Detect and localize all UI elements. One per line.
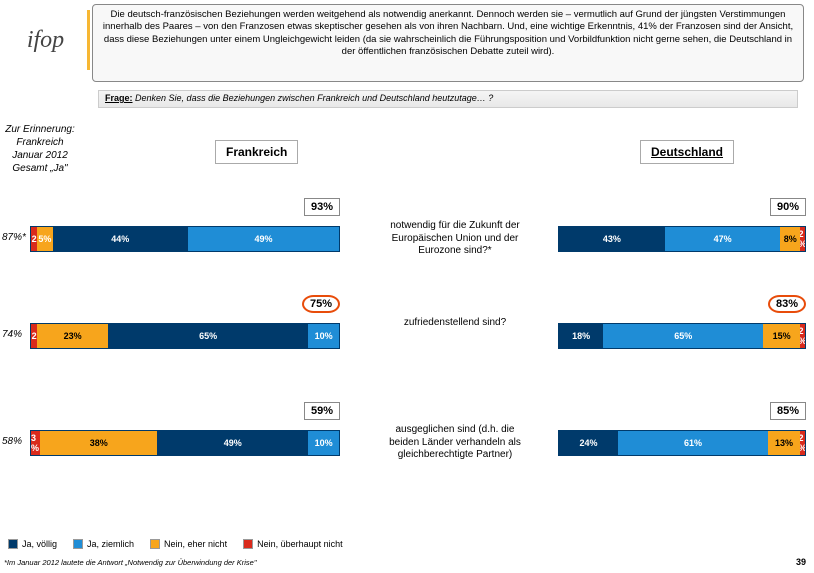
bar-segment: 18% bbox=[559, 324, 603, 348]
legend-label: Ja, ziemlich bbox=[87, 539, 134, 549]
bar-segment: 15% bbox=[763, 324, 800, 348]
question-bar: Frage: Denken Sie, dass die Beziehungen … bbox=[98, 90, 798, 108]
fr-bar: 3 %38%49%10% bbox=[30, 430, 340, 456]
reminder-pct: 87%* bbox=[2, 232, 26, 243]
country-label-fr: Frankreich bbox=[215, 140, 298, 164]
bar-segment: 44% bbox=[53, 227, 189, 251]
legend-item: Nein, überhaupt nicht bbox=[243, 539, 343, 549]
bar-segment: 61% bbox=[618, 431, 768, 455]
de-bar: 24%61%13%2 % bbox=[558, 430, 806, 456]
fr-total-pct: 59% bbox=[304, 402, 340, 420]
legend-label: Nein, überhaupt nicht bbox=[257, 539, 343, 549]
legend-swatch bbox=[243, 539, 253, 549]
fr-bar: 25%44%49% bbox=[30, 226, 340, 252]
question-label: Frage: bbox=[105, 93, 133, 103]
de-total-pct: 85% bbox=[770, 402, 806, 420]
bar-segment: 10% bbox=[308, 431, 339, 455]
bar-segment: 2 % bbox=[800, 431, 805, 455]
bar-segment: 49% bbox=[188, 227, 339, 251]
reminder-pct: 58% bbox=[2, 436, 22, 447]
de-total-pct: 90% bbox=[770, 198, 806, 216]
legend-label: Ja, völlig bbox=[22, 539, 57, 549]
fr-bar: 223%65%10% bbox=[30, 323, 340, 349]
legend-swatch bbox=[73, 539, 83, 549]
bar-segment: 24% bbox=[559, 431, 618, 455]
question-text: Denken Sie, dass die Beziehungen zwische… bbox=[135, 93, 493, 103]
bar-segment: 47% bbox=[665, 227, 781, 251]
bar-segment: 65% bbox=[108, 324, 308, 348]
legend-swatch bbox=[8, 539, 18, 549]
legend-label: Nein, eher nicht bbox=[164, 539, 227, 549]
row-question-label: zufriedenstellend sind? bbox=[380, 317, 530, 330]
legend-item: Nein, eher nicht bbox=[150, 539, 227, 549]
reminder-pct: 74% bbox=[2, 329, 22, 340]
bar-segment: 2 % bbox=[800, 324, 805, 348]
de-bar: 43%47%8%2 % bbox=[558, 226, 806, 252]
bar-segment: 2 % bbox=[800, 227, 805, 251]
page-number: 39 bbox=[796, 557, 806, 567]
bar-segment: 13% bbox=[768, 431, 800, 455]
de-total-pct: 83% bbox=[768, 295, 806, 313]
bar-segment: 5% bbox=[37, 227, 52, 251]
bar-segment: 65% bbox=[603, 324, 763, 348]
bar-segment: 3 % bbox=[31, 431, 40, 455]
row-question-label: notwendig für die Zukunft der Europäisch… bbox=[380, 220, 530, 258]
de-bar: 18%65%15%2 % bbox=[558, 323, 806, 349]
legend: Ja, völlig Ja, ziemlich Nein, eher nicht Ne… bbox=[8, 539, 343, 549]
bar-segment: 8% bbox=[780, 227, 800, 251]
reminder-note: Zur Erinnerung:FrankreichJanuar 2012Gesa… bbox=[0, 123, 80, 175]
bar-segment: 49% bbox=[157, 431, 308, 455]
footnote: *Im Januar 2012 lautete die Antwort „Not… bbox=[4, 558, 257, 567]
bar-segment: 23% bbox=[37, 324, 108, 348]
bar-segment: 10% bbox=[308, 324, 339, 348]
bar-segment: 43% bbox=[559, 227, 665, 251]
legend-item: Ja, ziemlich bbox=[73, 539, 134, 549]
logo: ifop bbox=[4, 10, 90, 70]
legend-swatch bbox=[150, 539, 160, 549]
fr-total-pct: 93% bbox=[304, 198, 340, 216]
header-text: Die deutsch-französischen Beziehungen we… bbox=[92, 4, 804, 82]
row-question-label: ausgeglichen sind (d.h. die beiden Lände… bbox=[380, 424, 530, 462]
fr-total-pct: 75% bbox=[302, 295, 340, 313]
country-label-de: Deutschland bbox=[640, 140, 734, 164]
bar-segment: 38% bbox=[40, 431, 157, 455]
legend-item: Ja, völlig bbox=[8, 539, 57, 549]
